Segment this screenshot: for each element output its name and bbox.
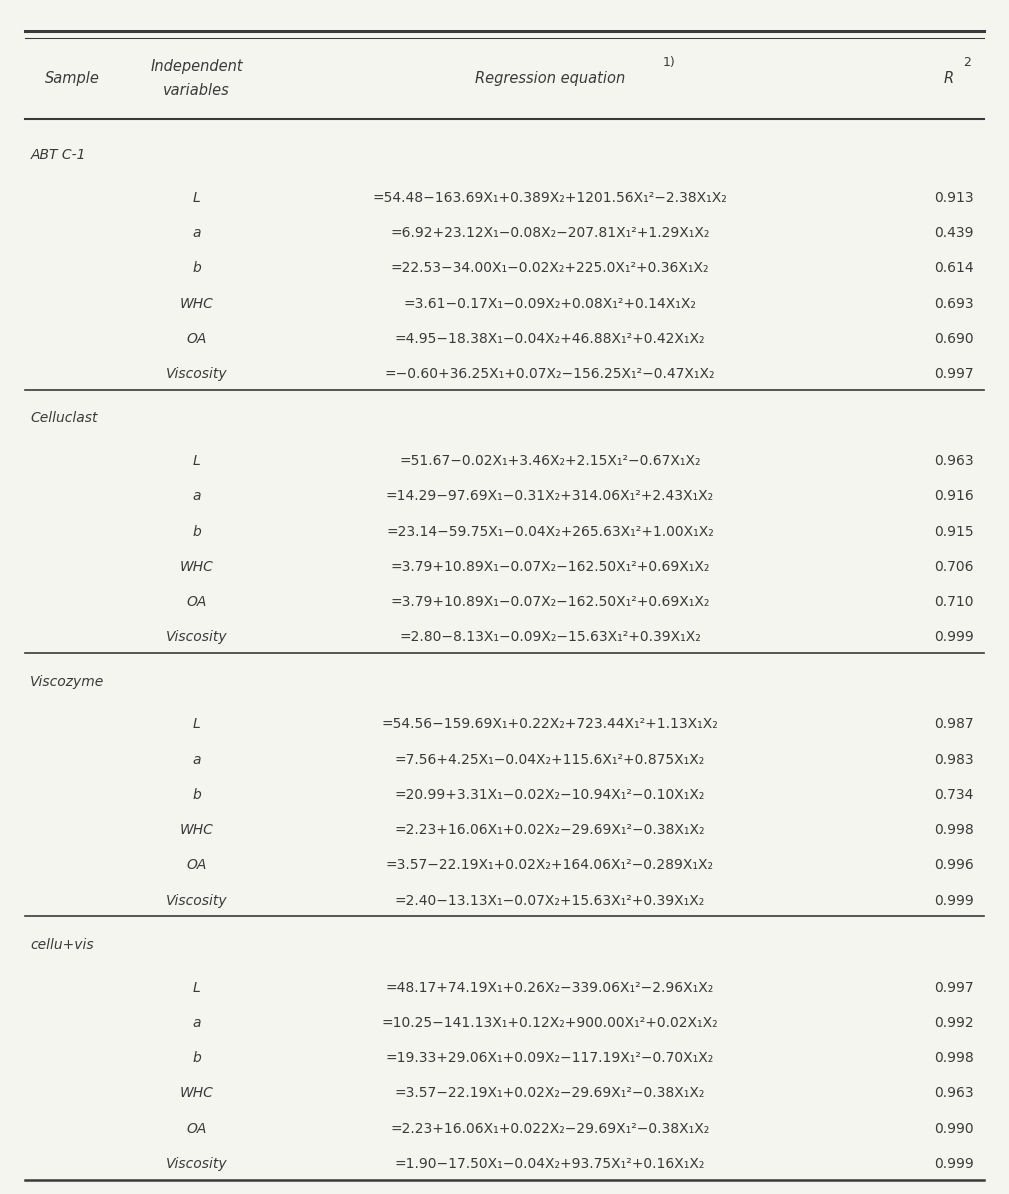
Text: Sample: Sample	[45, 72, 100, 86]
Text: 0.963: 0.963	[933, 454, 974, 468]
Text: =19.33+29.06X₁+0.09X₂−117.19X₁²−0.70X₁X₂: =19.33+29.06X₁+0.09X₂−117.19X₁²−0.70X₁X₂	[385, 1051, 714, 1065]
Text: =2.40−13.13X₁−0.07X₂+15.63X₁²+0.39X₁X₂: =2.40−13.13X₁−0.07X₂+15.63X₁²+0.39X₁X₂	[395, 893, 705, 907]
Text: L: L	[193, 454, 201, 468]
Text: a: a	[193, 490, 201, 504]
Text: 0.913: 0.913	[933, 191, 974, 205]
Text: Viscosity: Viscosity	[165, 893, 228, 907]
Text: WHC: WHC	[180, 560, 214, 574]
Text: Viscosity: Viscosity	[165, 630, 228, 645]
Text: 0.999: 0.999	[933, 893, 974, 907]
Text: OA: OA	[187, 595, 207, 609]
Text: a: a	[193, 1016, 201, 1030]
Text: =3.57−22.19X₁+0.02X₂+164.06X₁²−0.289X₁X₂: =3.57−22.19X₁+0.02X₂+164.06X₁²−0.289X₁X₂	[385, 858, 714, 873]
Text: =3.61−0.17X₁−0.09X₂+0.08X₁²+0.14X₁X₂: =3.61−0.17X₁−0.09X₂+0.08X₁²+0.14X₁X₂	[404, 296, 696, 310]
Text: variables: variables	[163, 84, 230, 98]
Text: OA: OA	[187, 858, 207, 873]
Text: 0.706: 0.706	[933, 560, 974, 574]
Text: 0.983: 0.983	[933, 752, 974, 767]
Text: =3.79+10.89X₁−0.07X₂−162.50X₁²+0.69X₁X₂: =3.79+10.89X₁−0.07X₂−162.50X₁²+0.69X₁X₂	[390, 560, 709, 574]
Text: 0.996: 0.996	[933, 858, 974, 873]
Text: WHC: WHC	[180, 296, 214, 310]
Text: 0.439: 0.439	[933, 226, 974, 240]
Text: 0.690: 0.690	[933, 332, 974, 346]
Text: =23.14−59.75X₁−0.04X₂+265.63X₁²+1.00X₁X₂: =23.14−59.75X₁−0.04X₂+265.63X₁²+1.00X₁X₂	[386, 524, 713, 538]
Text: 2: 2	[964, 56, 972, 68]
Text: L: L	[193, 718, 201, 732]
Text: =−0.60+36.25X₁+0.07X₂−156.25X₁²−0.47X₁X₂: =−0.60+36.25X₁+0.07X₂−156.25X₁²−0.47X₁X₂	[384, 367, 715, 381]
Text: =14.29−97.69X₁−0.31X₂+314.06X₁²+2.43X₁X₂: =14.29−97.69X₁−0.31X₂+314.06X₁²+2.43X₁X₂	[385, 490, 714, 504]
Text: Regression equation: Regression equation	[475, 72, 625, 86]
Text: OA: OA	[187, 332, 207, 346]
Text: 0.693: 0.693	[933, 296, 974, 310]
Text: L: L	[193, 191, 201, 205]
Text: 0.999: 0.999	[933, 630, 974, 645]
Text: =51.67−0.02X₁+3.46X₂+2.15X₁²−0.67X₁X₂: =51.67−0.02X₁+3.46X₂+2.15X₁²−0.67X₁X₂	[400, 454, 700, 468]
Text: b: b	[193, 1051, 201, 1065]
Text: =48.17+74.19X₁+0.26X₂−339.06X₁²−2.96X₁X₂: =48.17+74.19X₁+0.26X₂−339.06X₁²−2.96X₁X₂	[385, 980, 714, 995]
Text: b: b	[193, 788, 201, 802]
Text: =7.56+4.25X₁−0.04X₂+115.6X₁²+0.875X₁X₂: =7.56+4.25X₁−0.04X₂+115.6X₁²+0.875X₁X₂	[395, 752, 705, 767]
Text: =20.99+3.31X₁−0.02X₂−10.94X₁²−0.10X₁X₂: =20.99+3.31X₁−0.02X₂−10.94X₁²−0.10X₁X₂	[395, 788, 705, 802]
Text: 1): 1)	[663, 56, 676, 68]
Text: a: a	[193, 752, 201, 767]
Text: b: b	[193, 261, 201, 276]
Text: =3.79+10.89X₁−0.07X₂−162.50X₁²+0.69X₁X₂: =3.79+10.89X₁−0.07X₂−162.50X₁²+0.69X₁X₂	[390, 595, 709, 609]
Text: =54.48−163.69X₁+0.389X₂+1201.56X₁²−2.38X₁X₂: =54.48−163.69X₁+0.389X₂+1201.56X₁²−2.38X…	[372, 191, 727, 205]
Text: Viscosity: Viscosity	[165, 367, 228, 381]
Text: 0.992: 0.992	[933, 1016, 974, 1030]
Text: 0.916: 0.916	[933, 490, 974, 504]
Text: L: L	[193, 980, 201, 995]
Text: 0.734: 0.734	[933, 788, 974, 802]
Text: =10.25−141.13X₁+0.12X₂+900.00X₁²+0.02X₁X₂: =10.25−141.13X₁+0.12X₂+900.00X₁²+0.02X₁X…	[381, 1016, 718, 1030]
Text: 0.987: 0.987	[933, 718, 974, 732]
Text: =2.23+16.06X₁+0.02X₂−29.69X₁²−0.38X₁X₂: =2.23+16.06X₁+0.02X₂−29.69X₁²−0.38X₁X₂	[395, 823, 705, 837]
Text: Viscozyme: Viscozyme	[30, 675, 105, 689]
Text: 0.614: 0.614	[933, 261, 974, 276]
Text: 0.997: 0.997	[933, 367, 974, 381]
Text: b: b	[193, 524, 201, 538]
Text: WHC: WHC	[180, 1087, 214, 1101]
Text: Independent: Independent	[150, 60, 243, 74]
Text: a: a	[193, 226, 201, 240]
Text: 0.963: 0.963	[933, 1087, 974, 1101]
Text: cellu+vis: cellu+vis	[30, 937, 94, 952]
Text: =54.56−159.69X₁+0.22X₂+723.44X₁²+1.13X₁X₂: =54.56−159.69X₁+0.22X₂+723.44X₁²+1.13X₁X…	[381, 718, 718, 732]
Text: =2.23+16.06X₁+0.022X₂−29.69X₁²−0.38X₁X₂: =2.23+16.06X₁+0.022X₂−29.69X₁²−0.38X₁X₂	[390, 1121, 709, 1135]
Text: 0.990: 0.990	[933, 1121, 974, 1135]
Text: OA: OA	[187, 1121, 207, 1135]
Text: =22.53−34.00X₁−0.02X₂+225.0X₁²+0.36X₁X₂: =22.53−34.00X₁−0.02X₂+225.0X₁²+0.36X₁X₂	[390, 261, 709, 276]
Text: =1.90−17.50X₁−0.04X₂+93.75X₁²+0.16X₁X₂: =1.90−17.50X₁−0.04X₂+93.75X₁²+0.16X₁X₂	[395, 1157, 705, 1171]
Text: =4.95−18.38X₁−0.04X₂+46.88X₁²+0.42X₁X₂: =4.95−18.38X₁−0.04X₂+46.88X₁²+0.42X₁X₂	[395, 332, 705, 346]
Text: 0.999: 0.999	[933, 1157, 974, 1171]
Text: 0.998: 0.998	[933, 823, 974, 837]
Text: R: R	[943, 72, 954, 86]
Text: Viscosity: Viscosity	[165, 1157, 228, 1171]
Text: WHC: WHC	[180, 823, 214, 837]
Text: 0.710: 0.710	[933, 595, 974, 609]
Text: ABT C-1: ABT C-1	[30, 148, 86, 162]
Text: 0.997: 0.997	[933, 980, 974, 995]
Text: =3.57−22.19X₁+0.02X₂−29.69X₁²−0.38X₁X₂: =3.57−22.19X₁+0.02X₂−29.69X₁²−0.38X₁X₂	[395, 1087, 705, 1101]
Text: =2.80−8.13X₁−0.09X₂−15.63X₁²+0.39X₁X₂: =2.80−8.13X₁−0.09X₂−15.63X₁²+0.39X₁X₂	[399, 630, 701, 645]
Text: 0.915: 0.915	[933, 524, 974, 538]
Text: 0.998: 0.998	[933, 1051, 974, 1065]
Text: Celluclast: Celluclast	[30, 411, 98, 425]
Text: =6.92+23.12X₁−0.08X₂−207.81X₁²+1.29X₁X₂: =6.92+23.12X₁−0.08X₂−207.81X₁²+1.29X₁X₂	[390, 226, 709, 240]
